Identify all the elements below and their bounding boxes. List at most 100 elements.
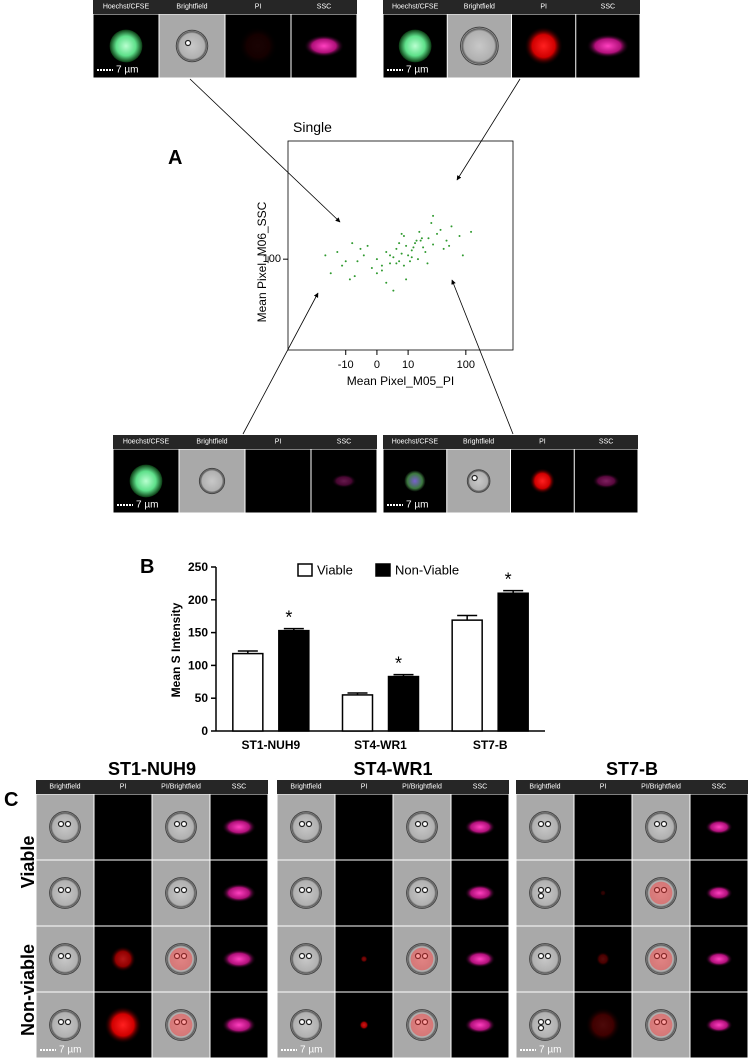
point [366, 244, 369, 247]
point [426, 262, 429, 265]
y-axis-label: Mean Pixel_M06_SSC [255, 201, 269, 322]
stain [524, 27, 563, 65]
channel-label: PI [600, 784, 607, 791]
cell [406, 877, 438, 909]
channel-label: PI [539, 439, 546, 446]
strip-header [516, 780, 748, 794]
stain [221, 949, 257, 969]
point [410, 256, 413, 259]
scale-label: 7 µm [406, 500, 428, 511]
stain [464, 818, 496, 836]
cell [175, 29, 209, 63]
point [389, 262, 392, 265]
cell-detail [414, 820, 422, 828]
panel-label: C [4, 789, 18, 811]
point [324, 254, 327, 257]
channel-label: PI [361, 784, 368, 791]
scale-label: 7 µm [406, 65, 428, 76]
group-title: ST1-NUH9 [108, 759, 196, 779]
point [448, 244, 451, 247]
pi-overlay [410, 1013, 434, 1037]
stain [360, 955, 368, 963]
channel-label: Brightfield [463, 439, 494, 446]
channel-label: Hoechst/CFSE [392, 4, 439, 11]
pi-overlay [649, 1013, 673, 1037]
point [400, 252, 403, 255]
y-tick-label: 200 [188, 593, 208, 607]
point [407, 254, 410, 257]
cell-detail [180, 886, 188, 894]
point [351, 242, 354, 245]
point [414, 242, 417, 245]
point [470, 230, 473, 233]
cell-detail [57, 820, 65, 828]
image-tile [574, 794, 632, 860]
point [392, 289, 395, 292]
channel-label: SSC [317, 4, 331, 11]
point [395, 247, 398, 250]
cell-detail [544, 820, 552, 828]
point [336, 250, 339, 253]
point [395, 262, 398, 265]
cell-detail [421, 1018, 429, 1026]
point [359, 247, 362, 250]
arrow [451, 279, 514, 435]
point [405, 278, 408, 281]
stain [705, 819, 733, 835]
cell-detail [660, 886, 668, 894]
strip-header [93, 0, 357, 14]
cell [459, 26, 499, 66]
cell-detail [421, 886, 429, 894]
scale-label: 7 µm [136, 500, 158, 511]
cell [290, 1009, 322, 1041]
stain [303, 34, 345, 58]
channel-label: PI [255, 4, 262, 11]
cell-detail [537, 1018, 545, 1026]
point [353, 275, 356, 278]
point [420, 237, 423, 240]
cell-detail [64, 952, 72, 960]
scale-label: 7 µm [116, 65, 138, 76]
cell [466, 469, 491, 493]
legend-label: Viable [317, 563, 353, 578]
stain [221, 883, 257, 903]
stain [705, 1017, 733, 1033]
cell [290, 943, 322, 975]
pi-overlay [169, 947, 193, 971]
stain [404, 470, 426, 492]
point [461, 254, 464, 257]
point [356, 260, 359, 263]
strip-header [36, 780, 268, 794]
stain [331, 474, 357, 488]
pi-overlay [649, 881, 673, 905]
cell [165, 943, 197, 975]
point [432, 243, 435, 246]
arrow [189, 78, 341, 223]
pi-overlay [649, 947, 673, 971]
cell-detail [305, 952, 313, 960]
bar [451, 619, 483, 732]
significance: * [505, 570, 512, 590]
image-tile [245, 449, 311, 513]
cell-detail [421, 952, 429, 960]
channel-label: Brightfield [49, 784, 80, 791]
y-tick-label: 100 [188, 658, 208, 672]
y-tick-label: 250 [188, 560, 208, 574]
cell-detail [537, 952, 545, 960]
cell [645, 811, 677, 843]
bar [341, 694, 374, 732]
arrow [456, 78, 521, 181]
point [427, 237, 430, 240]
cell-detail [414, 952, 422, 960]
point [439, 228, 442, 231]
row-label: Viable [18, 836, 38, 889]
y-tick-label: 50 [195, 691, 209, 705]
y-axis-label: Mean S Intensity [169, 602, 183, 697]
point [380, 269, 383, 272]
channel-label: Brightfield [529, 784, 560, 791]
cell [49, 943, 81, 975]
cell [165, 1009, 197, 1041]
cell-detail [173, 1018, 181, 1026]
stain [398, 29, 432, 63]
